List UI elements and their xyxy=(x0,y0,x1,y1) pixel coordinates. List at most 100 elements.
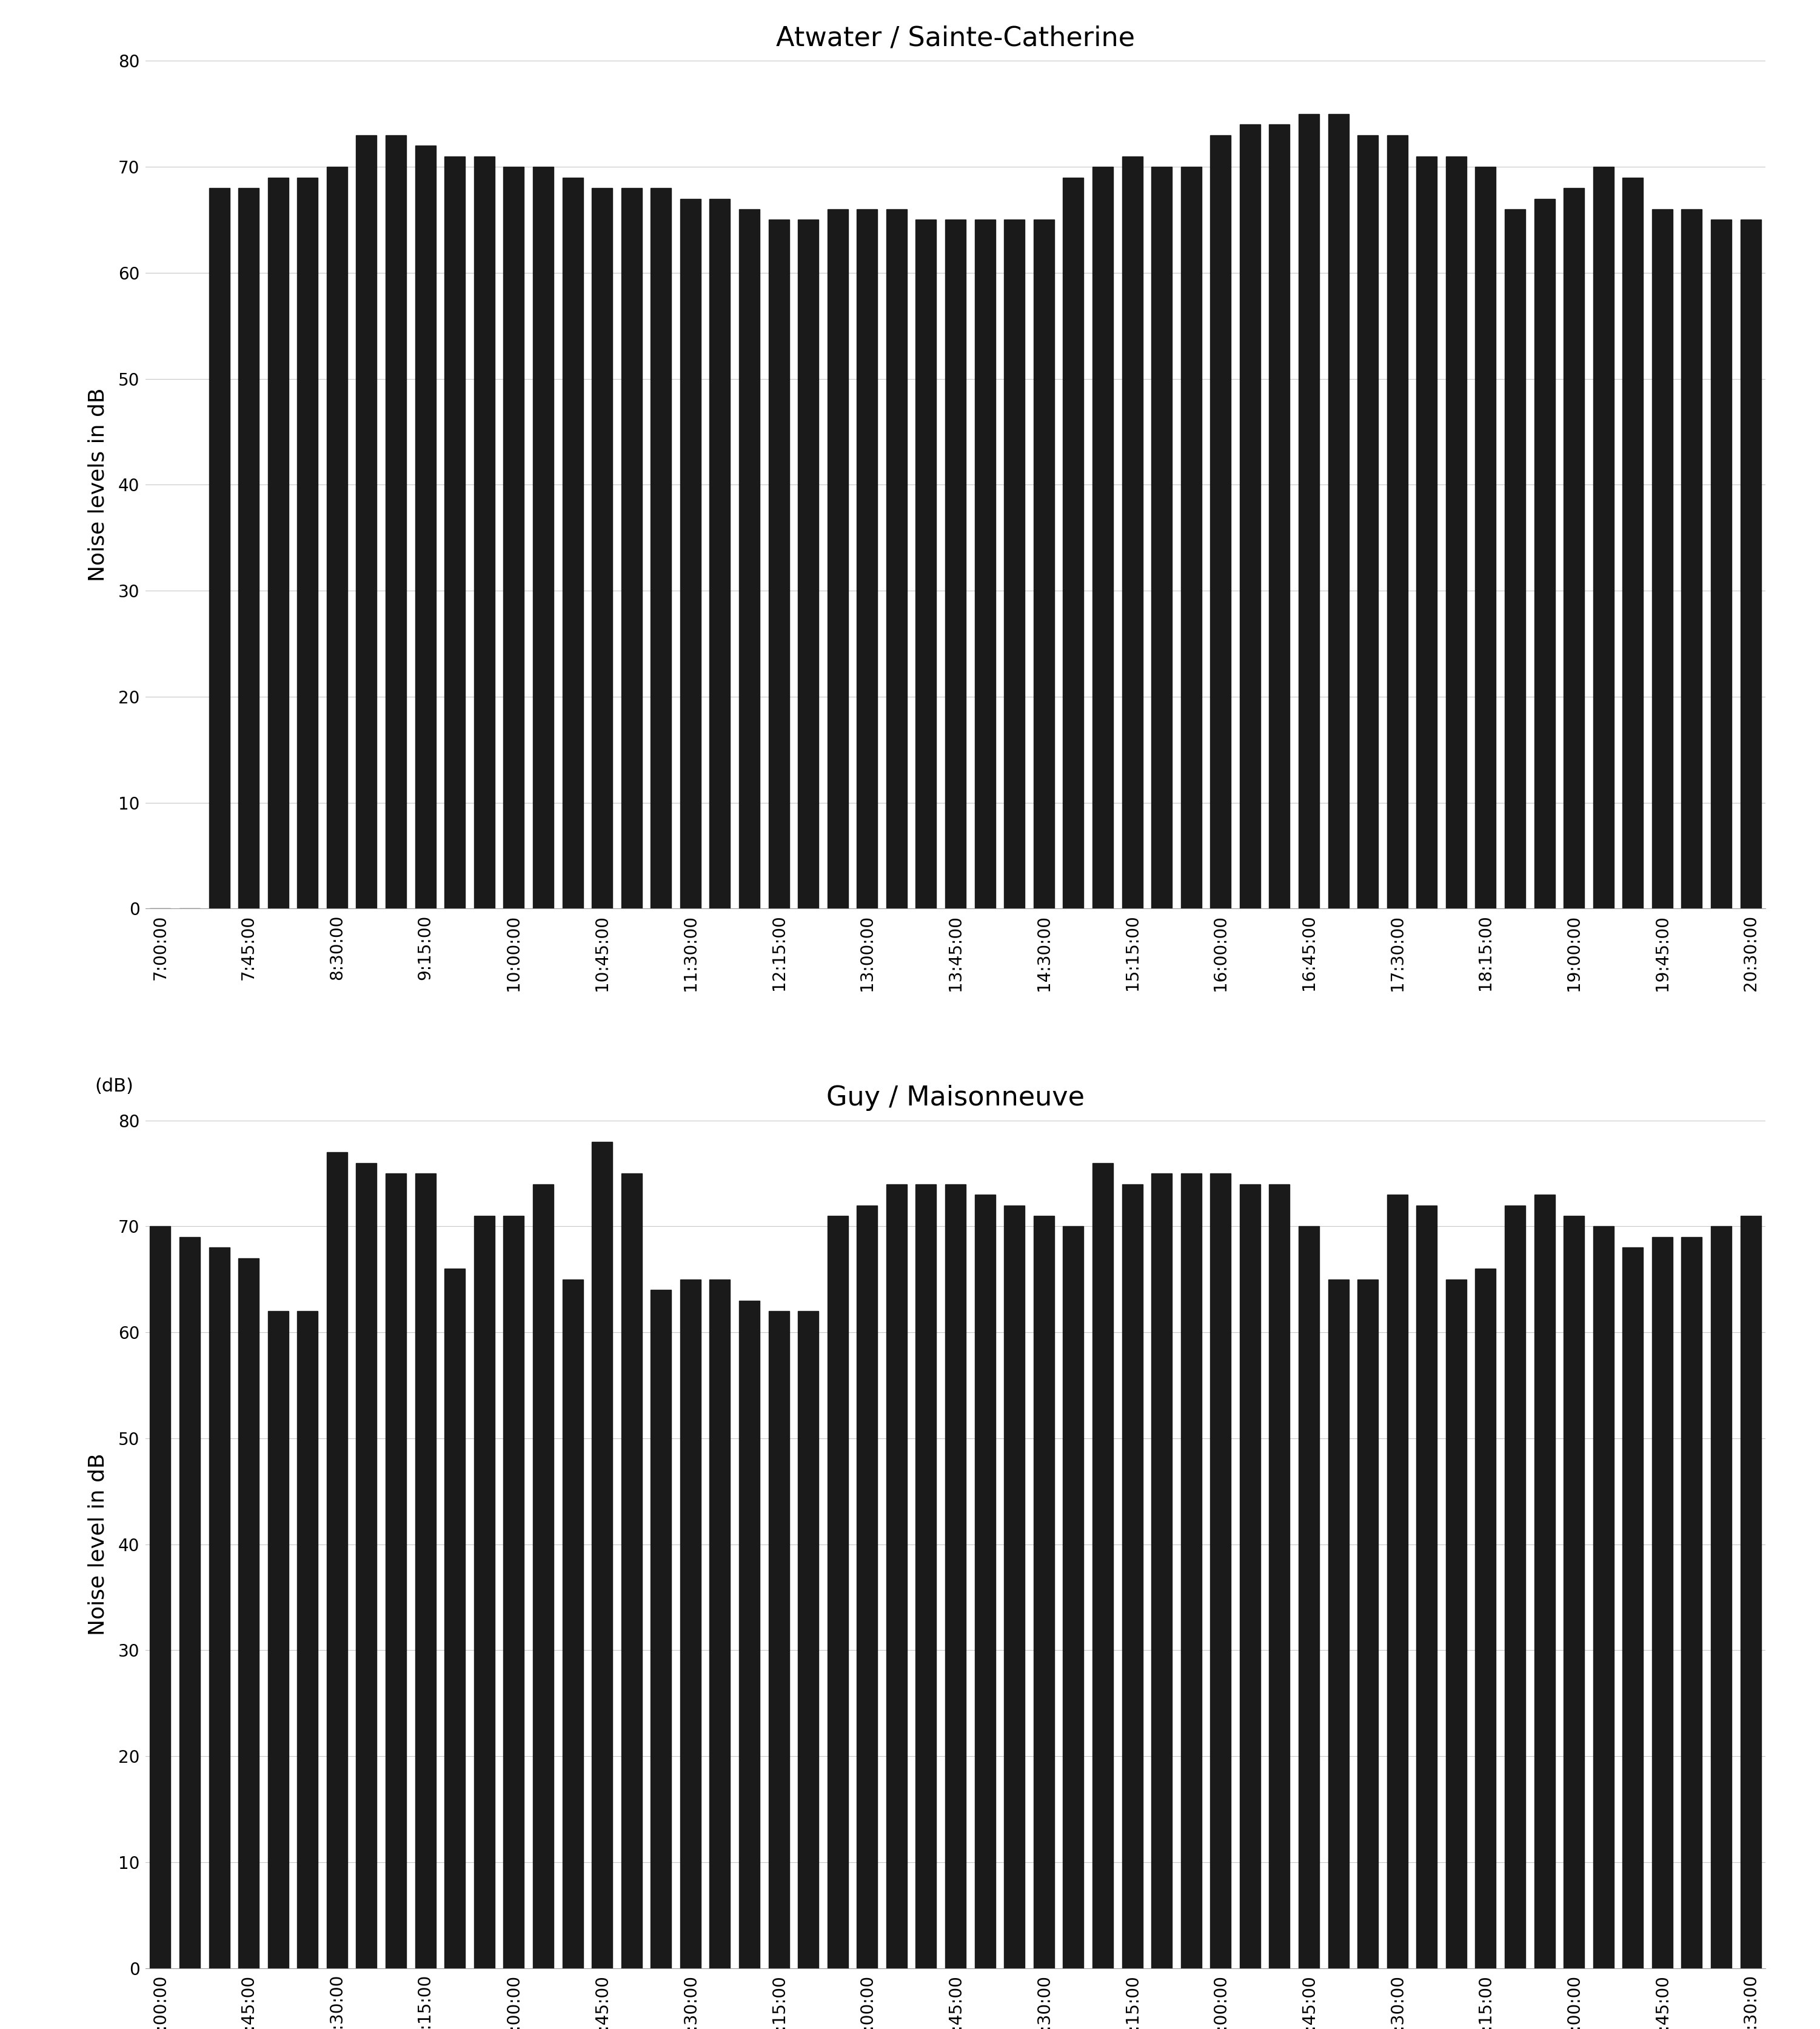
Bar xyxy=(1593,1226,1614,1968)
Bar xyxy=(652,189,672,909)
Bar xyxy=(533,1185,553,1968)
Bar xyxy=(1063,177,1083,909)
Bar xyxy=(1005,1205,1025,1968)
Bar xyxy=(621,1173,642,1968)
Bar xyxy=(1121,156,1143,909)
Bar xyxy=(562,177,582,909)
Bar xyxy=(504,166,524,909)
Bar xyxy=(1092,166,1114,909)
Text: (dB): (dB) xyxy=(95,1077,135,1096)
Bar xyxy=(1121,1185,1143,1968)
Bar xyxy=(1563,189,1583,909)
Bar xyxy=(1653,209,1673,909)
Bar xyxy=(149,1226,171,1968)
Bar xyxy=(1505,1205,1525,1968)
Bar xyxy=(328,1152,348,1968)
Bar xyxy=(473,156,495,909)
Bar xyxy=(739,209,759,909)
Bar xyxy=(1711,1226,1731,1968)
Bar xyxy=(297,1311,319,1968)
Bar xyxy=(828,1215,848,1968)
Bar xyxy=(797,219,819,909)
Bar xyxy=(504,1215,524,1968)
Bar xyxy=(1329,1280,1349,1968)
Bar xyxy=(1623,177,1643,909)
Bar xyxy=(444,1268,466,1968)
Bar xyxy=(1623,1248,1643,1968)
Title: Atwater / Sainte-Catherine: Atwater / Sainte-Catherine xyxy=(775,24,1136,51)
Bar xyxy=(1299,114,1320,909)
Bar xyxy=(1063,1226,1083,1968)
Bar xyxy=(1445,1280,1467,1968)
Bar xyxy=(268,177,288,909)
Bar xyxy=(1563,1215,1583,1968)
Bar xyxy=(533,166,553,909)
Bar xyxy=(238,1258,258,1968)
Bar xyxy=(238,189,258,909)
Bar xyxy=(1387,136,1407,909)
Bar xyxy=(1329,114,1349,909)
Bar xyxy=(1476,1268,1496,1968)
Bar xyxy=(652,1290,672,1968)
Bar xyxy=(976,219,996,909)
Bar xyxy=(1740,1215,1762,1968)
Bar xyxy=(592,1142,612,1968)
Bar xyxy=(1682,209,1702,909)
Bar xyxy=(710,199,730,909)
Bar xyxy=(1181,1173,1201,1968)
Bar xyxy=(1505,209,1525,909)
Bar xyxy=(357,1163,377,1968)
Bar xyxy=(297,177,319,909)
Bar xyxy=(1593,166,1614,909)
Bar xyxy=(1682,1238,1702,1968)
Bar xyxy=(1358,1280,1378,1968)
Bar xyxy=(1181,166,1201,909)
Bar xyxy=(209,1248,229,1968)
Bar xyxy=(1740,219,1762,909)
Bar xyxy=(357,136,377,909)
Bar xyxy=(1034,1215,1054,1968)
Bar xyxy=(857,1205,877,1968)
Bar xyxy=(976,1195,996,1968)
Bar xyxy=(1210,1173,1230,1968)
Bar xyxy=(739,1301,759,1968)
Y-axis label: Noise level in dB: Noise level in dB xyxy=(87,1453,107,1635)
Bar xyxy=(1210,136,1230,909)
Bar xyxy=(1034,219,1054,909)
Bar xyxy=(473,1215,495,1968)
Bar xyxy=(1239,124,1259,909)
Bar xyxy=(1092,1163,1114,1968)
Bar xyxy=(710,1280,730,1968)
Bar xyxy=(1239,1185,1259,1968)
Bar xyxy=(621,189,642,909)
Bar xyxy=(562,1280,582,1968)
Bar xyxy=(386,1173,406,1968)
Bar xyxy=(681,1280,701,1968)
Bar xyxy=(768,219,790,909)
Bar xyxy=(945,219,966,909)
Bar xyxy=(886,1185,906,1968)
Bar xyxy=(268,1311,288,1968)
Bar xyxy=(1416,156,1438,909)
Bar xyxy=(1711,219,1731,909)
Bar xyxy=(1534,1195,1554,1968)
Bar xyxy=(209,189,229,909)
Bar xyxy=(1152,1173,1172,1968)
Bar xyxy=(1152,166,1172,909)
Bar xyxy=(1299,1226,1320,1968)
Bar xyxy=(592,189,612,909)
Bar xyxy=(415,146,435,909)
Bar xyxy=(768,1311,790,1968)
Bar xyxy=(1476,166,1496,909)
Title: Guy / Maisonneuve: Guy / Maisonneuve xyxy=(826,1086,1085,1110)
Bar xyxy=(797,1311,819,1968)
Bar xyxy=(857,209,877,909)
Bar xyxy=(1269,124,1290,909)
Bar xyxy=(915,1185,935,1968)
Bar xyxy=(1416,1205,1438,1968)
Bar xyxy=(828,209,848,909)
Bar xyxy=(915,219,935,909)
Bar xyxy=(1653,1238,1673,1968)
Bar xyxy=(681,199,701,909)
Bar xyxy=(1358,136,1378,909)
